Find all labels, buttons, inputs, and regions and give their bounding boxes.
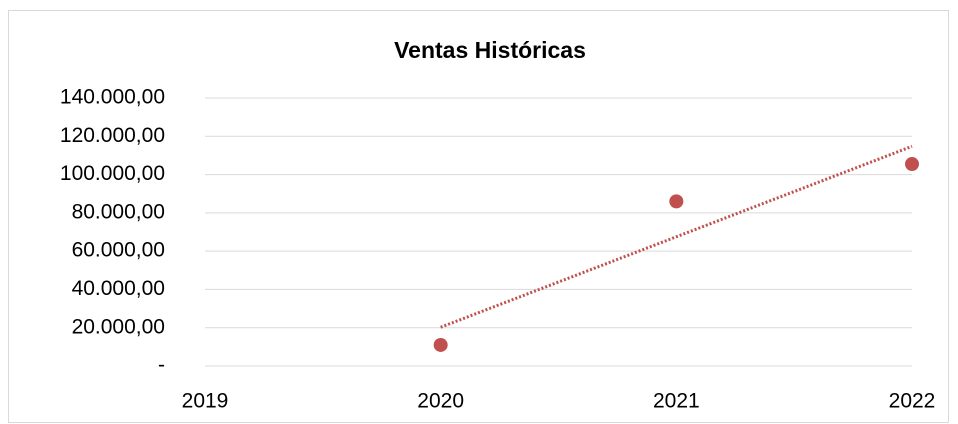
x-tick-label: 2019 <box>182 390 229 413</box>
data-point <box>669 194 684 209</box>
chart-frame <box>8 10 949 423</box>
x-tick-label: 2020 <box>417 390 464 413</box>
chart-title: Ventas Históricas <box>394 37 586 63</box>
trendline <box>440 144 913 329</box>
x-tick-label: 2022 <box>889 390 936 413</box>
y-tick-label: 60.000,00 <box>72 239 165 262</box>
y-tick-label: 140.000,00 <box>60 86 165 109</box>
y-tick-label: 100.000,00 <box>60 162 165 185</box>
data-point <box>433 337 448 352</box>
y-tick-label: 120.000,00 <box>60 124 165 147</box>
data-point <box>905 157 919 172</box>
y-tick-label: 40.000,00 <box>72 277 165 300</box>
y-tick-label: 20.000,00 <box>72 315 165 338</box>
x-tick-label: 2021 <box>653 390 700 413</box>
y-tick-label: - <box>158 354 165 377</box>
y-tick-label: 80.000,00 <box>72 200 165 223</box>
